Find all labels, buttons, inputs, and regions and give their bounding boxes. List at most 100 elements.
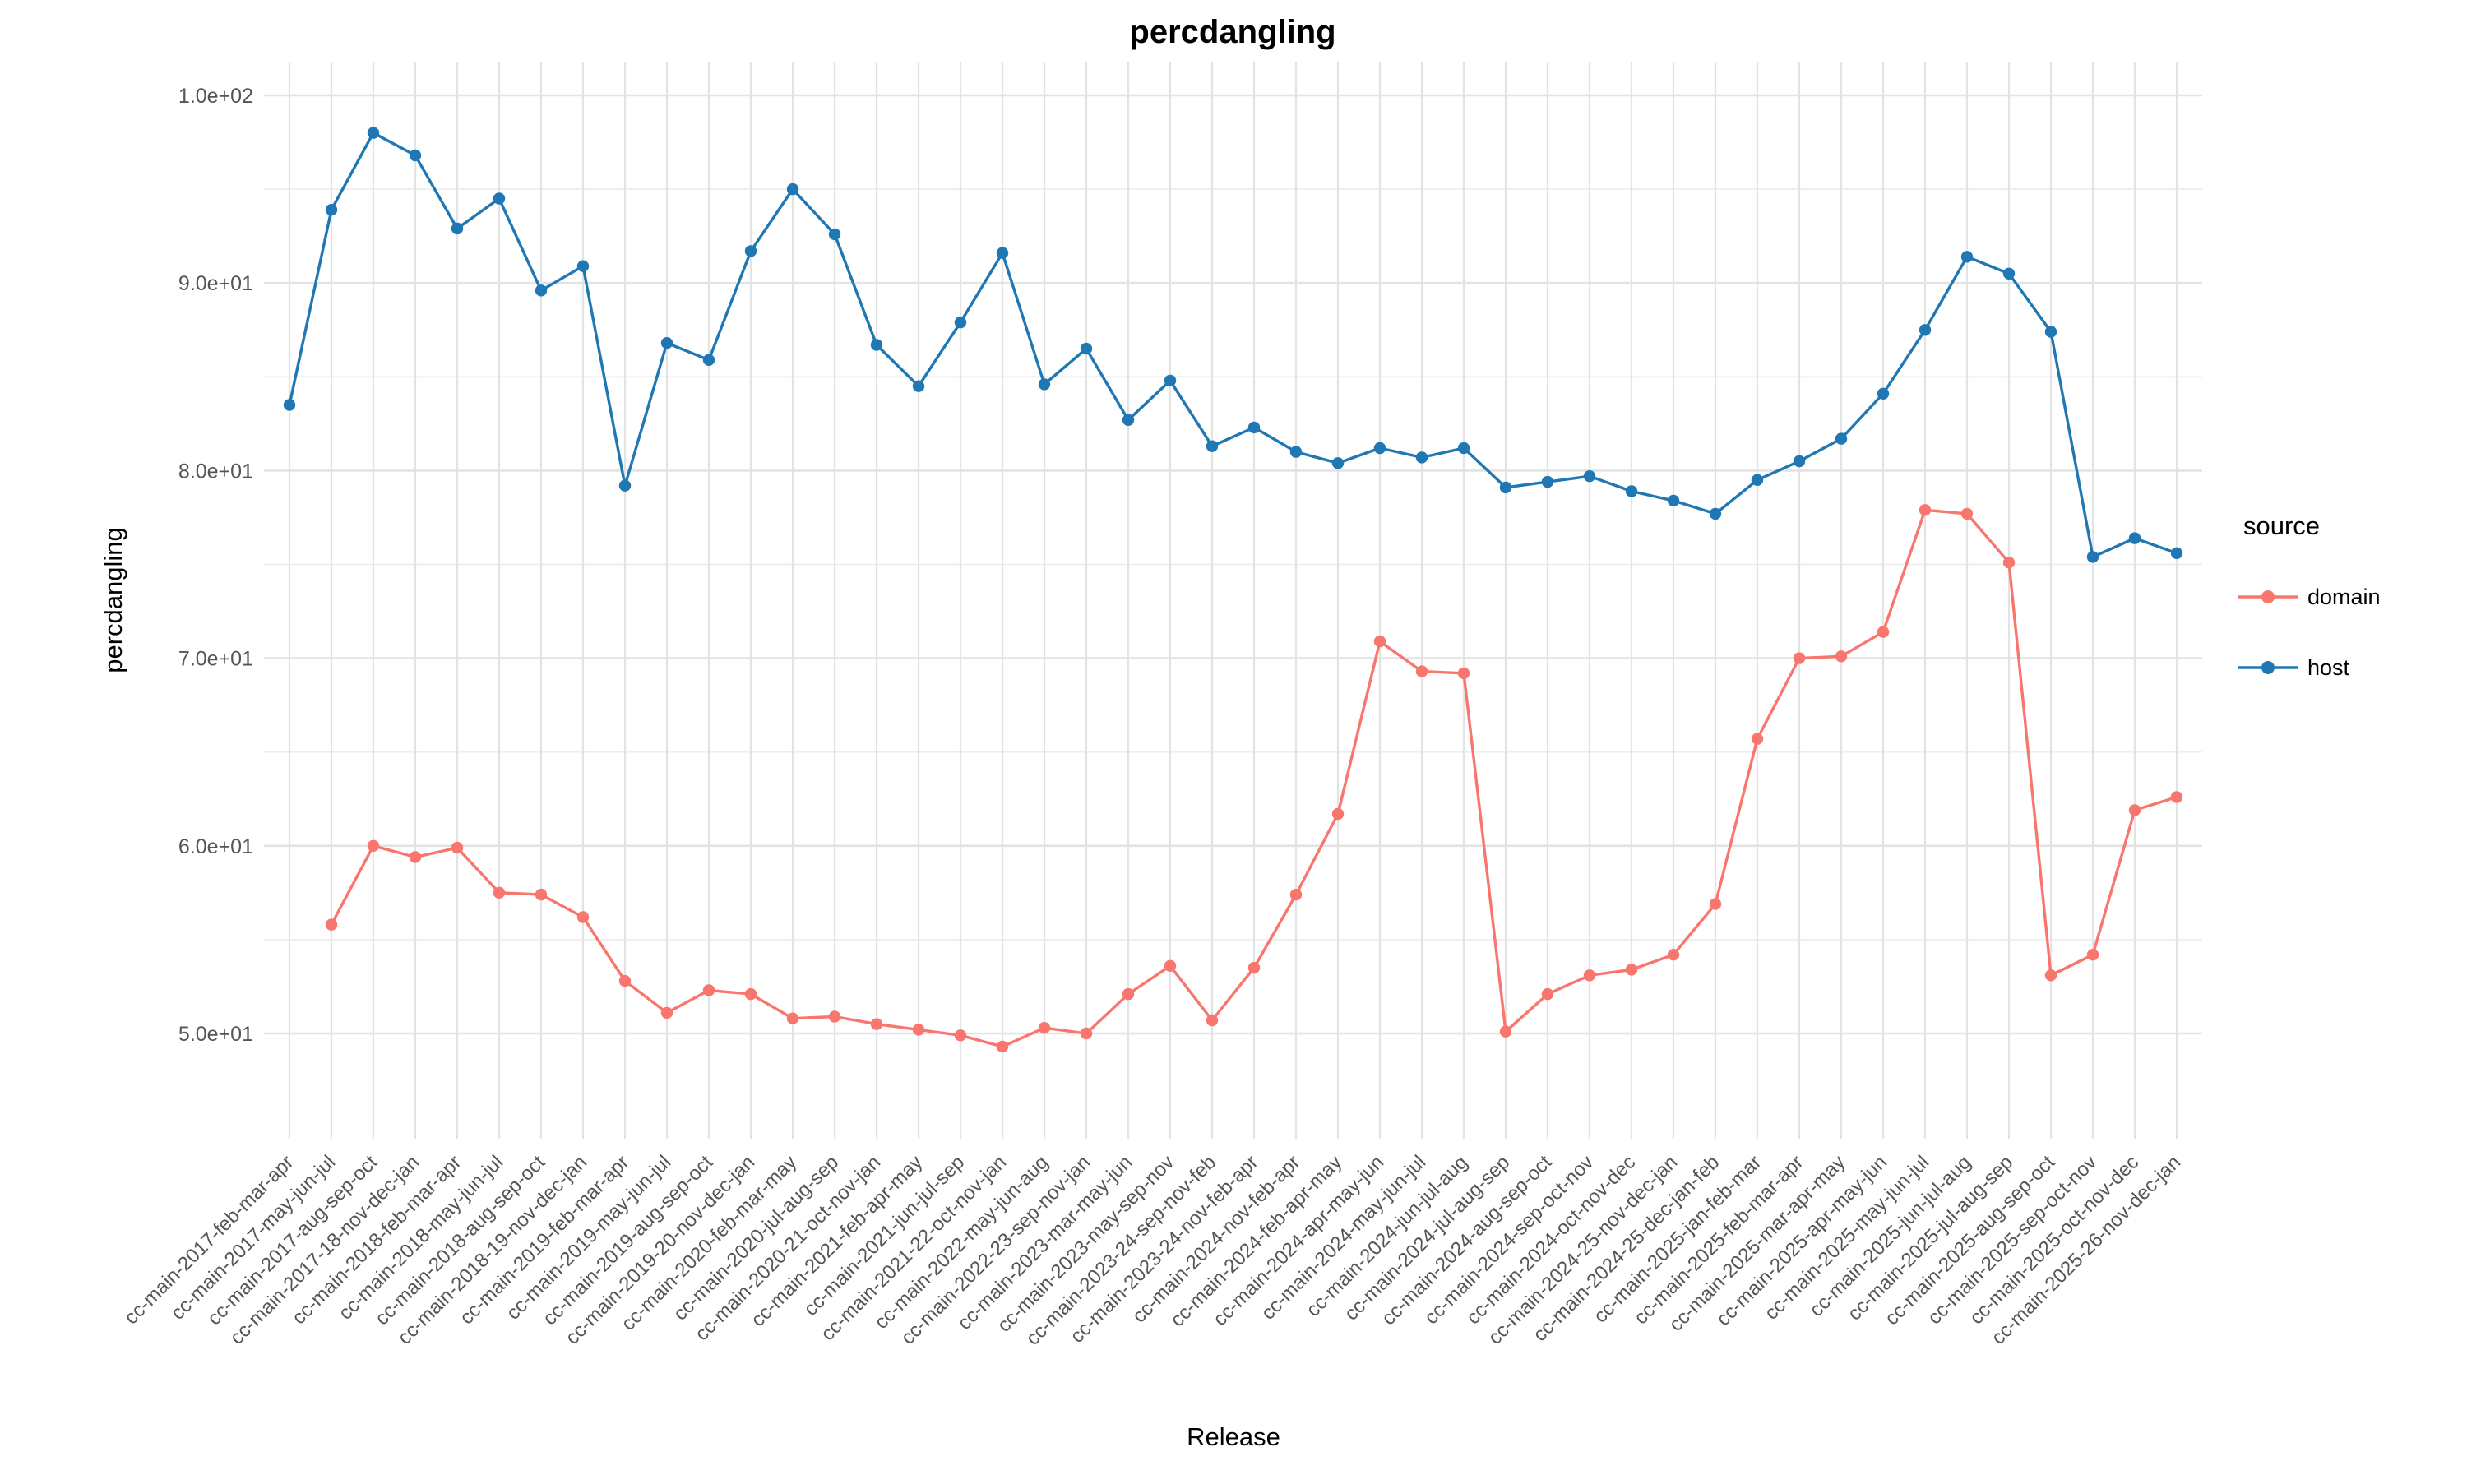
data-point-domain xyxy=(1625,964,1638,976)
data-point-domain xyxy=(786,1012,799,1024)
data-point-domain xyxy=(660,1006,673,1019)
series-points xyxy=(283,127,2183,1053)
data-point-host xyxy=(1289,446,1303,458)
data-point-domain xyxy=(1583,969,1596,982)
data-point-host xyxy=(451,222,464,235)
legend-label-host: host xyxy=(2307,655,2350,680)
data-point-host xyxy=(1583,470,1596,483)
data-point-host xyxy=(1122,414,1135,426)
legend: source domain host xyxy=(2238,511,2381,680)
data-point-host xyxy=(744,245,757,257)
data-point-domain xyxy=(1919,504,1932,516)
y-tick-labels: 1.0e+02 9.0e+01 8.0e+01 7.0e+01 6.0e+01 5.0e+… xyxy=(178,85,253,1046)
data-point-domain xyxy=(1960,507,1974,520)
data-point-host xyxy=(1835,432,1848,445)
data-point-domain xyxy=(2128,804,2141,816)
data-point-domain xyxy=(1709,898,1722,910)
data-point-domain xyxy=(1080,1027,1093,1040)
data-point-host xyxy=(1919,324,1932,336)
data-point-domain xyxy=(828,1010,841,1023)
data-point-domain xyxy=(618,974,632,987)
legend-title: source xyxy=(2243,511,2320,540)
data-point-host xyxy=(2170,547,2183,559)
data-point-host xyxy=(660,337,673,349)
data-point-host xyxy=(1541,475,1554,488)
legend-label-domain: domain xyxy=(2307,585,2381,609)
data-point-host xyxy=(1499,481,1512,494)
data-point-host xyxy=(618,479,632,492)
data-point-domain xyxy=(325,918,338,931)
series-lines xyxy=(288,131,2178,1048)
data-point-host xyxy=(996,247,1009,259)
data-point-domain xyxy=(1038,1022,1051,1034)
data-point-domain xyxy=(2086,949,2099,961)
data-point-domain xyxy=(451,841,464,854)
data-point-host xyxy=(325,204,338,216)
data-point-domain xyxy=(1667,949,1680,961)
data-point-host xyxy=(1667,494,1680,507)
data-point-host xyxy=(493,192,506,205)
y-tick-label: 6.0e+01 xyxy=(178,835,253,858)
data-point-host xyxy=(1164,374,1177,387)
data-point-host xyxy=(1373,442,1386,455)
data-point-host xyxy=(1206,440,1219,452)
data-point-domain xyxy=(1247,961,1261,974)
data-point-domain xyxy=(2002,557,2016,569)
data-point-host xyxy=(1038,378,1051,391)
data-point-domain xyxy=(367,839,380,852)
data-point-domain xyxy=(1373,635,1386,648)
data-point-domain xyxy=(702,984,715,996)
data-point-domain xyxy=(1122,987,1135,1001)
data-point-domain xyxy=(2044,969,2057,982)
x-tick-labels: cc-main-2017-feb-mar-aprcc-main-2017-may… xyxy=(120,1151,2185,1350)
data-point-host xyxy=(2128,532,2141,544)
data-point-host xyxy=(1331,457,1345,469)
data-point-domain xyxy=(1331,807,1345,821)
data-point-host xyxy=(1457,442,1470,455)
y-tick-label: 8.0e+01 xyxy=(178,460,253,483)
data-point-host xyxy=(2044,326,2057,338)
data-point-domain xyxy=(1835,650,1848,663)
y-tick-label: 9.0e+01 xyxy=(178,272,253,295)
data-point-host xyxy=(1247,421,1261,434)
legend-key-point-host xyxy=(2261,661,2275,674)
data-point-domain xyxy=(1793,652,1806,664)
y-tick-label: 1.0e+02 xyxy=(178,85,253,108)
data-point-domain xyxy=(1415,665,1428,677)
data-point-domain xyxy=(535,888,548,901)
data-point-host xyxy=(1751,474,1764,486)
data-point-domain xyxy=(1877,626,1890,638)
data-point-domain xyxy=(912,1024,925,1036)
y-tick-label: 5.0e+01 xyxy=(178,1023,253,1046)
data-point-domain xyxy=(1541,987,1554,1001)
series-line-host xyxy=(288,131,2178,559)
data-point-host xyxy=(870,339,883,351)
legend-entry-host[interactable]: host xyxy=(2238,655,2350,680)
data-point-domain xyxy=(576,911,590,923)
chart-title: percdangling xyxy=(1129,14,1335,50)
x-gridlines xyxy=(288,62,2178,1139)
data-point-host xyxy=(367,127,380,139)
data-point-host xyxy=(912,380,925,392)
data-point-host xyxy=(1625,485,1638,497)
y-axis-title: percdangling xyxy=(99,527,127,673)
data-point-host xyxy=(1960,251,1974,263)
data-point-domain xyxy=(1164,959,1177,973)
data-point-domain xyxy=(870,1018,883,1030)
legend-entry-domain[interactable]: domain xyxy=(2238,585,2381,609)
y-tick-label: 7.0e+01 xyxy=(178,648,253,671)
data-point-domain xyxy=(1206,1014,1219,1027)
data-point-host xyxy=(2086,551,2099,563)
data-point-host xyxy=(283,399,296,411)
data-point-domain xyxy=(493,886,506,899)
data-point-domain xyxy=(1499,1025,1512,1038)
data-point-domain xyxy=(1751,733,1764,745)
data-point-domain xyxy=(954,1029,967,1042)
data-point-host xyxy=(954,316,967,329)
data-point-domain xyxy=(744,987,757,1001)
data-point-host xyxy=(409,149,422,162)
data-point-host xyxy=(1709,507,1722,520)
data-point-host xyxy=(1080,342,1093,355)
